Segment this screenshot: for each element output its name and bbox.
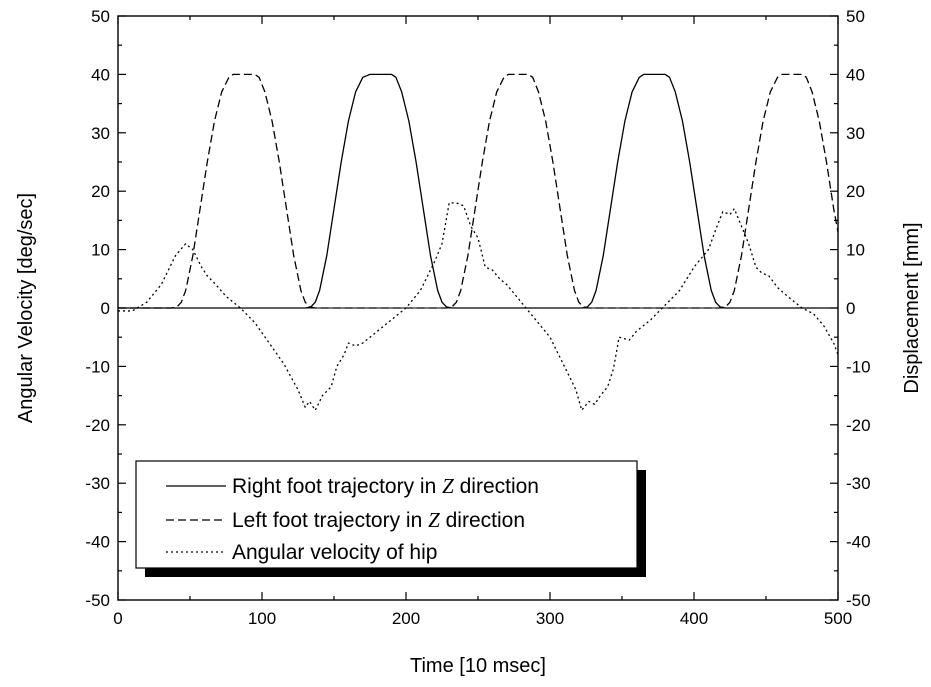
legend-label-hip: Angular velocity of hip [232, 541, 437, 564]
legend-label-left-foot: Left foot trajectory in Z direction [232, 508, 525, 532]
x-tick-label: 500 [824, 609, 852, 628]
y-left-tick-label: 30 [91, 124, 110, 143]
y-right-tick-label: -30 [846, 474, 871, 493]
legend-left-var: Z [428, 508, 440, 532]
y-left-tick-label: 40 [91, 65, 110, 84]
y-right-tick-label: 40 [846, 65, 865, 84]
y-left-tick-label: -20 [85, 416, 110, 435]
ticks-layer: 0 100 200 300 400 500-50 -50-40 -40-30 -30-20 -20… [85, 7, 870, 628]
legend-left-prefix: Left foot trajectory in [232, 509, 428, 532]
y-left-tick-label: 0 [101, 299, 110, 318]
y-left-tick-label: 10 [91, 241, 110, 260]
y-left-tick-label: -50 [85, 591, 110, 610]
legend-box [135, 460, 638, 569]
series-line-right-foot [118, 73, 838, 309]
x-tick-label: 200 [392, 609, 420, 628]
x-tick-label: 400 [680, 609, 708, 628]
y-right-tick-label: 0 [846, 299, 855, 318]
y-right-tick-label: 20 [846, 182, 865, 201]
y-left-tick-label: 50 [91, 7, 110, 26]
y-right-tick-label: -50 [846, 591, 871, 610]
y-left-tick-label: -10 [85, 357, 110, 376]
y-right-tick-label: 50 [846, 7, 865, 26]
left-y-axis-title: Angular Velocity [deg/sec] [15, 193, 37, 423]
series-line-hip [118, 202, 839, 411]
data-layer [118, 73, 839, 411]
x-tick-label: 100 [248, 609, 276, 628]
y-right-tick-label: 10 [846, 241, 865, 260]
legend: Right foot trajectory in Z direction Lef… [135, 460, 646, 577]
x-tick-label: 300 [536, 609, 564, 628]
y-left-tick-label: -40 [85, 533, 110, 552]
legend-right-var: Z [442, 474, 454, 498]
y-right-tick-label: -40 [846, 533, 871, 552]
y-left-tick-label: 20 [91, 182, 110, 201]
legend-right-prefix: Right foot trajectory in [232, 475, 442, 498]
legend-right-suffix: direction [454, 475, 539, 498]
x-axis-title: Time [10 msec] [410, 655, 546, 677]
series-line-left-foot [118, 73, 839, 309]
y-right-tick-label: -10 [846, 357, 871, 376]
legend-label-right-foot: Right foot trajectory in Z direction [232, 474, 539, 498]
y-right-tick-label: -20 [846, 416, 871, 435]
y-left-tick-label: -30 [85, 474, 110, 493]
legend-left-suffix: direction [440, 509, 525, 532]
x-tick-label: 0 [113, 609, 122, 628]
right-y-axis-title: Displacement [mm] [901, 222, 923, 393]
y-right-tick-label: 30 [846, 124, 865, 143]
